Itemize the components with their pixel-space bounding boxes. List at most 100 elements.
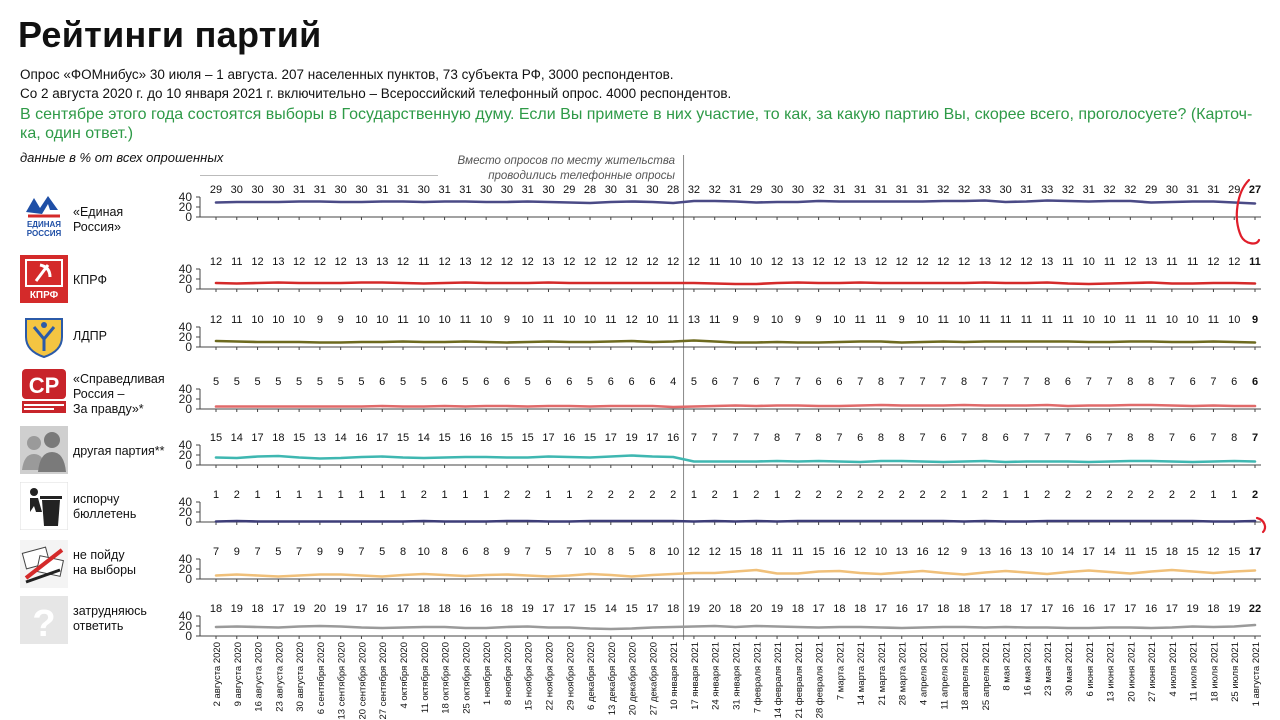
x-tick-label: 13 июня 2021 [1106, 642, 1117, 702]
label-line: ответить [73, 619, 124, 633]
data-label-ur: 28 [584, 184, 596, 196]
data-label-spoil: 1 [254, 489, 260, 501]
data-label-spoil: 2 [234, 489, 240, 501]
data-label-kprf: 11 [231, 256, 242, 268]
data-label-sr: 5 [462, 376, 468, 388]
data-label-spoil: 2 [649, 489, 655, 501]
data-label-spoil: 2 [608, 489, 614, 501]
x-tick-label: 21 февраля 2021 [794, 642, 805, 718]
data-label-hard: 18 [438, 603, 450, 615]
data-label-ldpr: 10 [563, 314, 575, 326]
x-tick-label: 31 января 2021 [732, 642, 743, 710]
data-label-sr: 7 [857, 376, 863, 388]
data-label-kprf: 11 [418, 256, 429, 268]
data-label-sr: 6 [1065, 376, 1071, 388]
data-label-spoil: 2 [504, 489, 510, 501]
data-label-not_vote: 14 [1103, 546, 1115, 558]
data-label-not_vote: 8 [649, 546, 655, 558]
data-label-kprf: 12 [1020, 256, 1032, 268]
data-label-ur: 28 [667, 184, 679, 196]
data-label-sr: 7 [982, 376, 988, 388]
data-label-sr: 7 [940, 376, 946, 388]
data-label-spoil: 2 [1252, 489, 1258, 501]
data-label-sr: 7 [795, 376, 801, 388]
data-label-ldpr: 10 [480, 314, 492, 326]
data-label-not_vote: 9 [338, 546, 344, 558]
data-label-ur: 32 [958, 184, 970, 196]
data-label-spoil: 1 [379, 489, 385, 501]
data-label-not_vote: 15 [1145, 546, 1157, 558]
data-label-spoil: 2 [421, 489, 427, 501]
data-label-sr: 5 [400, 376, 406, 388]
x-tick-label: 16 августа 2020 [254, 642, 265, 712]
series-line-other [214, 454, 1257, 464]
data-label-sr: 7 [1086, 376, 1092, 388]
data-label-hard: 18 [833, 603, 845, 615]
data-label-not_vote: 6 [462, 546, 468, 558]
data-label-ur: 31 [293, 184, 305, 196]
data-label-spoil: 2 [1190, 489, 1196, 501]
label-spravedlivaya-rossiya: «Справедливая Россия – За правду»* [73, 372, 165, 417]
data-label-hard: 19 [771, 603, 783, 615]
x-tick-label: 11 октября 2020 [420, 642, 431, 713]
data-label-other: 15 [438, 432, 450, 444]
data-label-not_vote: 8 [400, 546, 406, 558]
data-label-ldpr: 9 [816, 314, 822, 326]
y-tick-label: 0 [185, 629, 192, 643]
series-line-sr [214, 403, 1257, 409]
data-label-not_vote: 5 [629, 546, 635, 558]
x-tick-label: 6 июня 2021 [1085, 642, 1096, 697]
data-label-hard: 18 [251, 603, 263, 615]
data-label-spoil: 1 [442, 489, 448, 501]
data-label-other: 8 [816, 432, 822, 444]
data-label-spoil: 1 [1210, 489, 1216, 501]
data-label-sr: 5 [338, 376, 344, 388]
data-label-spoil: 2 [899, 489, 905, 501]
data-label-not_vote: 8 [442, 546, 448, 558]
data-label-spoil: 2 [1148, 489, 1154, 501]
data-label-not_vote: 5 [275, 546, 281, 558]
y-tick-label: 0 [185, 282, 192, 296]
data-label-ur: 31 [1083, 184, 1095, 196]
data-label-sr: 7 [1169, 376, 1175, 388]
data-label-not_vote: 10 [667, 546, 679, 558]
data-label-spoil: 1 [338, 489, 344, 501]
data-label-not_vote: 12 [854, 546, 866, 558]
data-label-ldpr: 13 [688, 314, 700, 326]
data-label-kprf: 13 [1041, 256, 1053, 268]
data-label-other: 7 [712, 432, 718, 444]
data-label-other: 14 [231, 432, 243, 444]
note-divider [200, 175, 438, 176]
data-label-not_vote: 5 [545, 546, 551, 558]
data-label-sr: 8 [961, 376, 967, 388]
data-label-hard: 17 [979, 603, 991, 615]
data-label-ur: 31 [522, 184, 534, 196]
data-label-spoil: 2 [836, 489, 842, 501]
data-label-not_vote: 17 [1249, 546, 1261, 558]
data-label-ur: 31 [729, 184, 741, 196]
data-label-ldpr: 9 [732, 314, 738, 326]
data-label-other: 17 [542, 432, 554, 444]
data-label-not_vote: 7 [254, 546, 260, 558]
data-label-ur: 31 [1187, 184, 1199, 196]
data-label-not_vote: 17 [1083, 546, 1095, 558]
data-label-ldpr: 10 [1166, 314, 1178, 326]
x-tick-label: 18 октября 2020 [441, 642, 452, 714]
data-label-sr: 8 [1044, 376, 1050, 388]
data-label-other: 17 [376, 432, 388, 444]
ur-logo-text-1: ЕДИНАЯ [27, 220, 61, 229]
data-label-kprf: 10 [750, 256, 762, 268]
y-tick-label: 40 [179, 495, 193, 509]
data-label-sr: 8 [1127, 376, 1133, 388]
data-label-sr: 8 [1148, 376, 1154, 388]
data-label-ur: 32 [1062, 184, 1074, 196]
data-label-hard: 18 [729, 603, 741, 615]
data-label-other: 8 [982, 432, 988, 444]
data-label-kprf: 12 [438, 256, 450, 268]
data-label-other: 6 [1190, 432, 1196, 444]
data-label-sr: 5 [213, 376, 219, 388]
data-label-sr: 5 [525, 376, 531, 388]
data-label-spoil: 2 [1169, 489, 1175, 501]
trash-bin-icon [20, 482, 68, 530]
data-label-ldpr: 11 [938, 314, 949, 326]
